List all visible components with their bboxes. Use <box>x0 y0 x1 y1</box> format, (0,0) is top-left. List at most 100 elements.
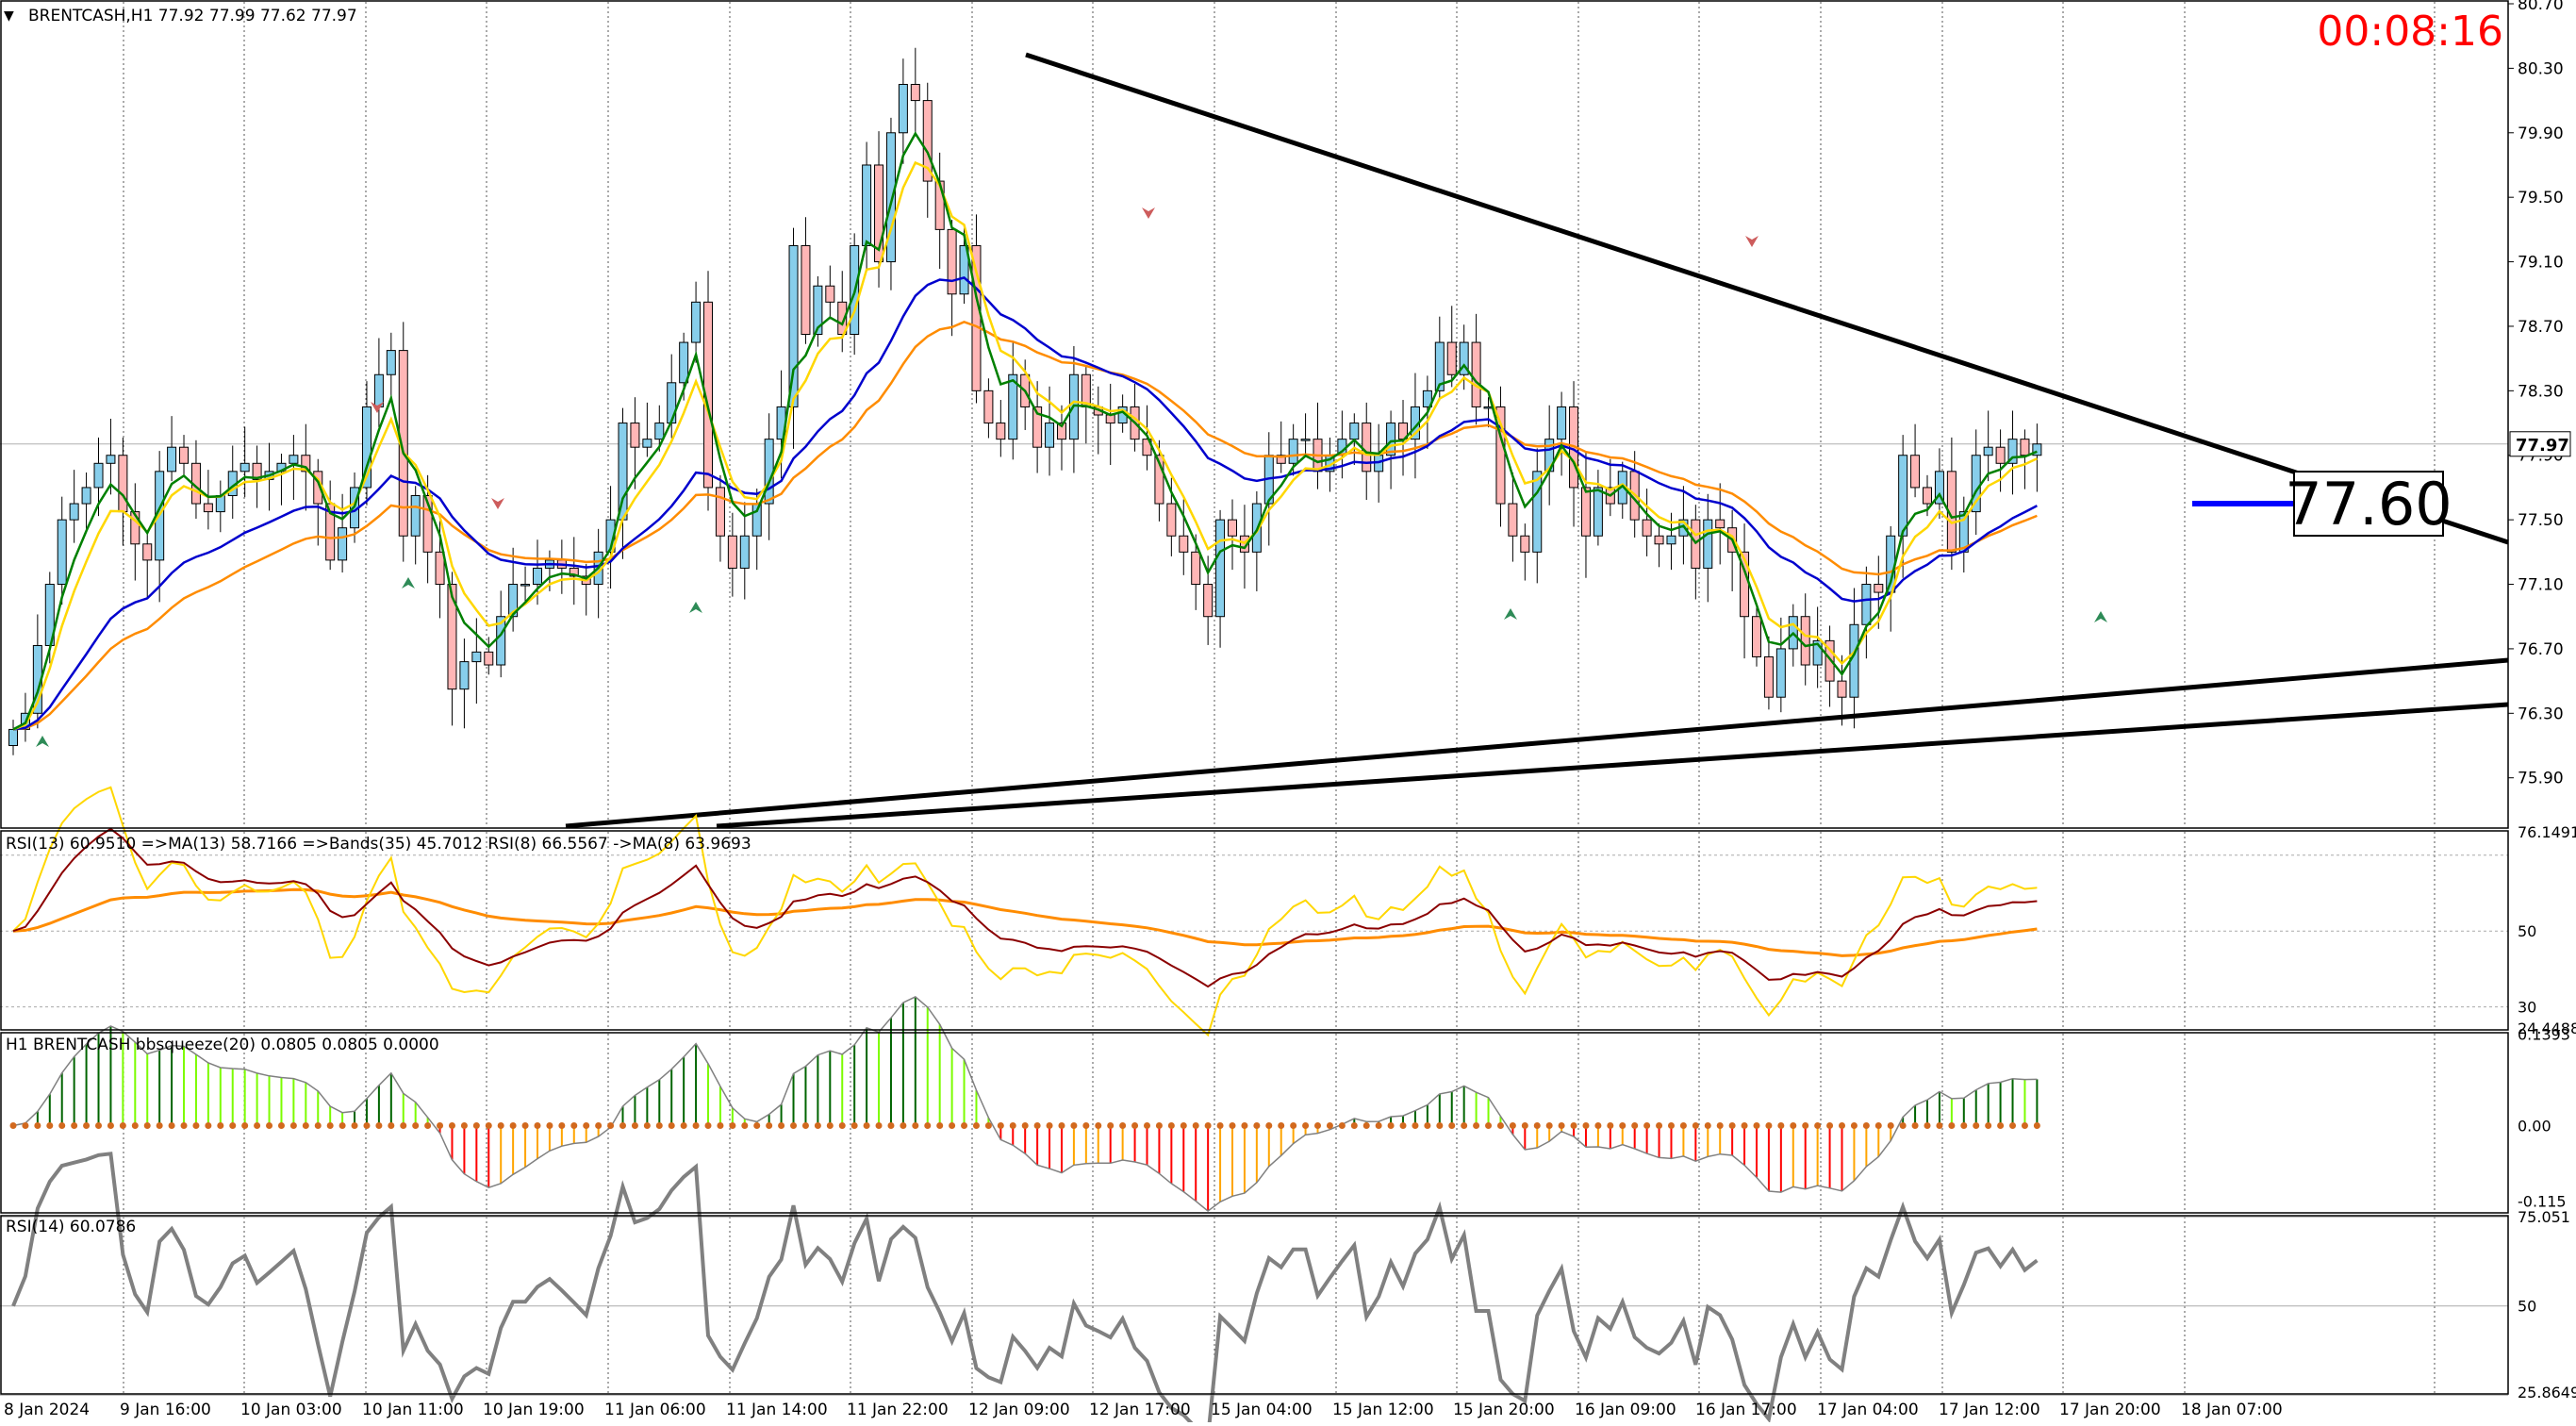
candle-body <box>2007 439 2018 464</box>
candle-body <box>654 423 665 440</box>
candle-body <box>971 244 982 391</box>
squeeze-dot <box>1948 1121 1956 1129</box>
squeeze-dot <box>1826 1121 1834 1129</box>
squeeze-dot <box>1850 1121 1858 1129</box>
x-tick-label: 15 Jan 04:00 <box>1211 1401 1313 1419</box>
squeeze-dot <box>71 1121 78 1129</box>
squeeze-dot <box>95 1121 103 1129</box>
squeeze-dot <box>753 1121 761 1129</box>
rsi14-tick-label: 25.8649 <box>2518 1384 2576 1401</box>
candle-body <box>679 341 689 384</box>
squeeze-dot <box>9 1121 17 1129</box>
squeeze-dot <box>217 1121 224 1129</box>
x-tick-label: 17 Jan 12:00 <box>1939 1401 2040 1419</box>
price-tick-label: 78.70 <box>2518 318 2564 337</box>
candle-body <box>1288 439 1298 464</box>
squeeze-dot <box>22 1121 29 1129</box>
candle-body <box>837 301 848 336</box>
squeeze-dot <box>887 1121 895 1129</box>
candle-body <box>435 551 445 586</box>
squeeze-dot <box>1362 1121 1370 1129</box>
candle-body <box>520 584 531 587</box>
squeeze-dot <box>1521 1121 1528 1129</box>
candle-body <box>1715 519 1726 529</box>
resistance-trendline <box>1025 52 2509 545</box>
x-tick-label: 9 Jan 16:00 <box>120 1401 211 1419</box>
candle-body <box>813 285 823 336</box>
squeeze-dot <box>1412 1121 1419 1129</box>
x-tick-label: 11 Jan 14:00 <box>726 1401 828 1419</box>
candle-body <box>715 487 725 537</box>
candle-body <box>910 83 920 102</box>
squeeze-dot <box>1192 1121 1199 1129</box>
candle-body <box>1666 535 1676 545</box>
squeeze-dot <box>961 1121 968 1129</box>
sell-arrow-icon <box>491 498 504 509</box>
squeeze-dot <box>472 1121 480 1129</box>
squeeze-dot <box>1558 1121 1565 1129</box>
x-tick-label: 11 Jan 06:00 <box>604 1401 706 1419</box>
rsi13-tick-label: 76.1491 <box>2518 823 2576 841</box>
candle-body <box>1349 423 1360 440</box>
squeeze-dot <box>277 1121 285 1129</box>
squeeze-dot <box>339 1121 346 1129</box>
candle-body <box>1775 648 1786 698</box>
candle-body <box>142 543 153 561</box>
candle-body <box>667 382 677 424</box>
squeeze-dot <box>924 1121 932 1129</box>
squeeze-dot <box>1375 1121 1382 1129</box>
rsi13-title: RSI(13) 60.9510 =>MA(13) 58.7166 =>Bands… <box>6 835 751 854</box>
squeeze-dot <box>619 1121 626 1129</box>
squeeze-dot <box>1229 1121 1236 1129</box>
buy-arrow-icon <box>689 602 702 613</box>
candle-body <box>1520 535 1530 553</box>
candle-body <box>410 494 421 537</box>
squeeze-dot <box>83 1121 91 1129</box>
candle-body <box>118 455 128 513</box>
squeeze-dot <box>741 1121 749 1129</box>
candle-body <box>1300 439 1311 441</box>
squeeze-dot <box>131 1121 139 1129</box>
squeeze-dot <box>1924 1121 1931 1129</box>
squeeze-dot <box>1874 1121 1882 1129</box>
squeeze-dot <box>241 1121 249 1129</box>
squeeze-dot <box>388 1121 395 1129</box>
candle-body <box>179 446 190 464</box>
squeeze-dot <box>1046 1121 1053 1129</box>
level-box <box>2293 471 2444 538</box>
squeeze-dot <box>326 1121 334 1129</box>
squeeze-dot <box>1058 1121 1065 1129</box>
candlestick-series <box>8 47 2042 755</box>
squeeze-dot <box>58 1121 66 1129</box>
rsi8-line <box>12 786 2038 1037</box>
candle-body <box>361 406 372 489</box>
rsi14-title: RSI(14) 60.0786 <box>6 1218 136 1236</box>
x-tick-label: 10 Jan 19:00 <box>483 1401 585 1419</box>
squeeze-dot <box>314 1121 322 1129</box>
squeeze-dot <box>448 1121 455 1129</box>
candle-body <box>1654 535 1664 545</box>
squeeze-dot <box>680 1121 687 1129</box>
candle-body <box>1495 406 1506 505</box>
squeeze-dot <box>485 1121 492 1129</box>
candle-body <box>69 503 79 521</box>
squeeze-dot <box>1570 1121 1577 1129</box>
signal-arrows <box>36 207 2107 747</box>
squeeze-dot <box>1241 1121 1248 1129</box>
sell-arrow-icon <box>371 402 384 413</box>
candle-body <box>1203 584 1214 618</box>
candle-body <box>1228 519 1237 537</box>
candle-body <box>1861 584 1872 625</box>
squeeze-tick-label: -0.115 <box>2518 1193 2567 1211</box>
x-tick-label: 15 Jan 12:00 <box>1332 1401 1434 1419</box>
trendlines: 77.60 <box>565 52 2509 829</box>
squeeze-dot <box>1082 1121 1090 1129</box>
squeeze-dot <box>2021 1121 2028 1129</box>
candle-body <box>1910 455 1921 489</box>
candle-body <box>642 439 652 448</box>
candle-body <box>1215 519 1226 618</box>
squeeze-dot <box>424 1121 432 1129</box>
squeeze-dot <box>2033 1121 2040 1129</box>
candle-body <box>1800 616 1810 666</box>
